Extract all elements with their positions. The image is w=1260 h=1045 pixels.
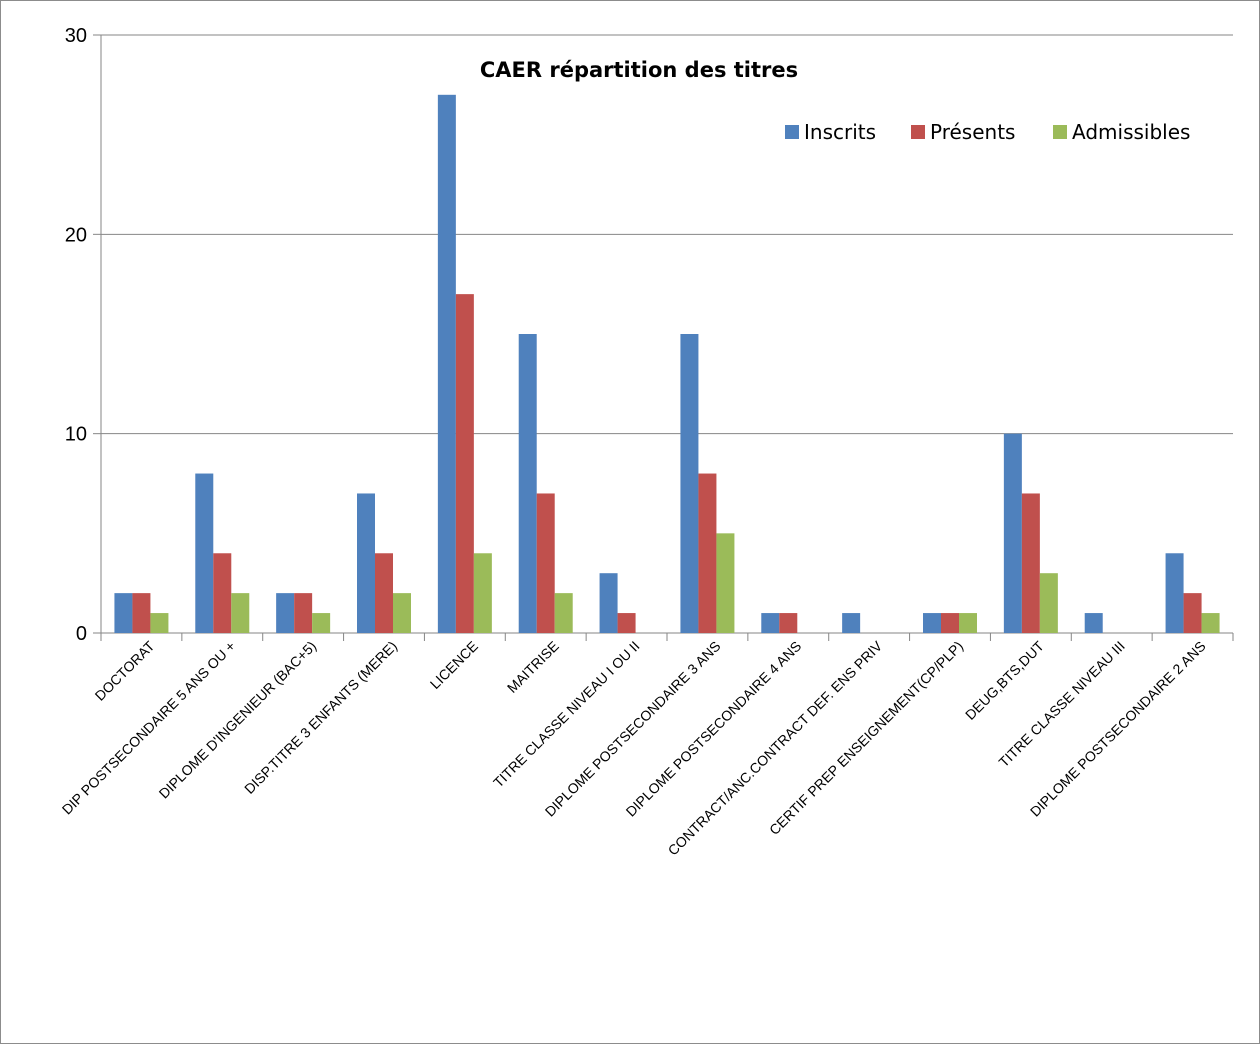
bar-prsents-14	[1183, 593, 1202, 633]
y-tick-label: 20	[65, 224, 87, 246]
bar-admissibles-14	[1201, 613, 1220, 633]
x-tick-label: DIPLOME POSTSECONDAIRE 2 ANS	[1027, 638, 1209, 820]
bar-prsents-11	[941, 613, 959, 633]
bars	[114, 94, 1220, 634]
bar-admissibles-11	[959, 613, 977, 633]
bar-prsents-4	[375, 553, 393, 633]
legend-label: Inscrits	[804, 120, 876, 144]
y-tick-labels: 0 10 20 30	[65, 25, 87, 645]
x-tick-label: DIP POSTSECONDAIRE 5 ANS OU +	[59, 638, 239, 818]
y-tick-label: 30	[65, 25, 87, 47]
bar-inscrits-12	[1003, 433, 1022, 633]
y-tick-label: 0	[76, 623, 87, 645]
gridlines	[101, 34, 1233, 435]
y-tick-label: 10	[65, 424, 87, 446]
bar-prsents-5	[455, 294, 474, 633]
x-tick-label: DISP.TITRE 3 ENFANTS (MERE)	[241, 638, 400, 797]
bar-inscrits-14	[1165, 553, 1184, 633]
chart-title: CAER répartition des titres	[480, 58, 798, 82]
bar-inscrits-13	[1084, 613, 1103, 633]
bar-admissibles-6	[554, 593, 573, 633]
bar-prsents-12	[1021, 493, 1040, 633]
bar-prsents-9	[779, 613, 798, 633]
x-tick-label: DIPLOME D'INGENIEUR (BAC+5)	[156, 638, 320, 802]
bar-inscrits-11	[923, 613, 941, 633]
bar-inscrits-2	[195, 473, 214, 633]
legend-swatch	[911, 125, 925, 139]
x-tick-label: DOCTORAT	[92, 637, 158, 703]
legend-label: Admissibles	[1072, 120, 1190, 144]
x-tick-label: MAITRISE	[504, 638, 562, 696]
bar-admissibles-1	[150, 613, 169, 633]
bar-inscrits-4	[357, 493, 375, 633]
bar-prsents-7	[617, 613, 636, 633]
bar-inscrits-10	[842, 613, 861, 633]
bar-admissibles-8	[716, 533, 735, 633]
bar-prsents-8	[698, 473, 717, 633]
x-tick-label: DIPLOME POSTSECONDAIRE 4 ANS	[623, 638, 805, 820]
bar-inscrits-6	[518, 334, 537, 633]
bar-prsents-1	[132, 593, 151, 633]
legend: Inscrits Présents Admissibles	[785, 120, 1190, 144]
legend-swatch	[785, 125, 799, 139]
bar-inscrits-8	[680, 334, 699, 633]
x-tick-label: LICENCE	[427, 638, 481, 692]
bar-inscrits-9	[761, 613, 780, 633]
bar-inscrits-7	[599, 573, 618, 633]
bar-inscrits-3	[276, 593, 295, 633]
bar-admissibles-3	[312, 613, 331, 633]
x-tick-label: TITRE CLASSE NIVEAU I OU II	[490, 638, 643, 791]
bar-prsents-6	[536, 493, 555, 633]
bar-inscrits-1	[114, 593, 133, 633]
legend-swatch	[1053, 125, 1067, 139]
x-tick-label: DIPLOME POSTSECONDAIRE 3 ANS	[542, 638, 724, 820]
bar-admissibles-4	[393, 593, 411, 633]
bar-admissibles-5	[473, 553, 492, 633]
legend-label: Présents	[930, 120, 1015, 144]
x-tick-label: DEUG,BTS,DUT	[962, 637, 1047, 722]
bar-inscrits-5	[437, 94, 456, 634]
bar-prsents-3	[294, 593, 313, 633]
bar-admissibles-2	[231, 593, 250, 633]
bar-prsents-2	[213, 553, 232, 633]
bar-admissibles-12	[1039, 573, 1058, 633]
